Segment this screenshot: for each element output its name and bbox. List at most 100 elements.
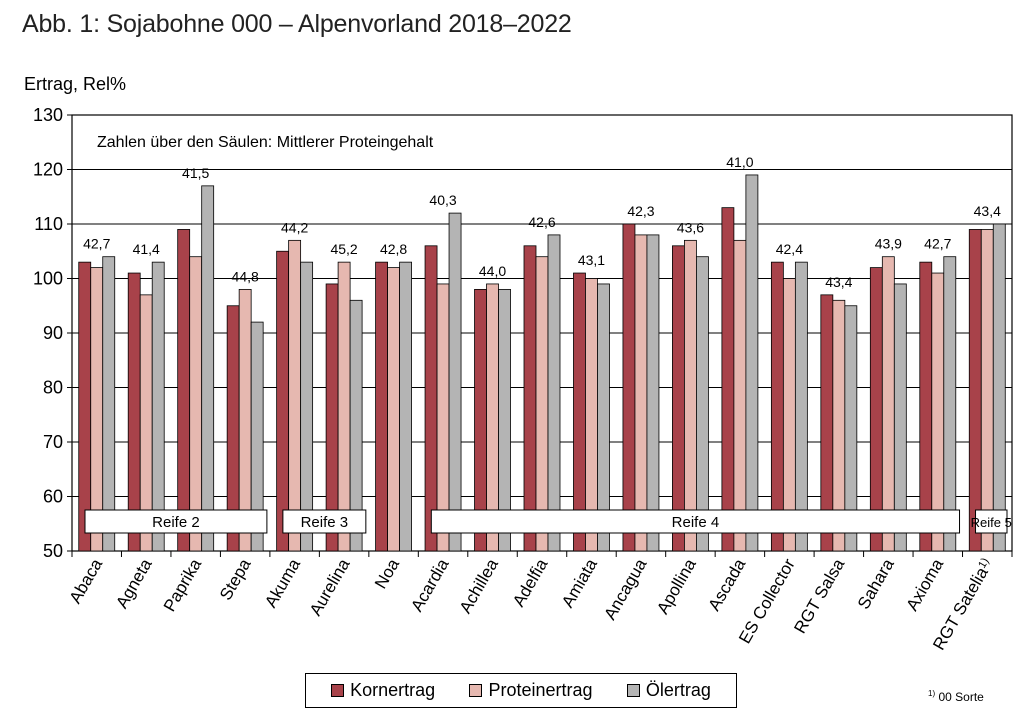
bar-ölertrag xyxy=(745,174,759,552)
x-tick-label-footnote: 1) xyxy=(976,556,991,570)
bar-proteinertrag xyxy=(733,239,747,552)
annotation-box xyxy=(85,124,999,162)
bar-proteinertrag xyxy=(881,256,895,552)
protein-label: 41,0 xyxy=(726,154,753,170)
y-tick-label: 70 xyxy=(43,432,63,452)
bar-proteinertrag xyxy=(189,256,203,552)
footnote-mark: 1) xyxy=(928,689,936,698)
legend-swatch-oelertrag xyxy=(626,684,640,697)
protein-label: 42,6 xyxy=(528,214,555,230)
bar-kornertrag xyxy=(770,261,784,552)
bar-ölertrag xyxy=(992,223,1006,552)
legend: Kornertrag Proteinertrag Ölertrag xyxy=(305,673,737,708)
y-tick-label: 120 xyxy=(33,160,63,180)
bar-kornertrag xyxy=(869,267,883,552)
annotation-text: Zahlen über den Säulen: Mittlerer Protei… xyxy=(97,134,434,151)
protein-label: 42,3 xyxy=(627,203,654,219)
bar-proteinertrag xyxy=(634,234,648,552)
protein-label: 41,5 xyxy=(182,165,209,181)
bar-ölertrag xyxy=(399,261,412,552)
x-tick-label: Noa xyxy=(371,555,403,592)
bar-proteinertrag xyxy=(337,261,351,552)
bar-ölertrag xyxy=(893,283,907,552)
y-tick-label: 50 xyxy=(43,541,63,561)
protein-label: 45,2 xyxy=(330,241,357,257)
bar-kornertrag xyxy=(672,245,685,552)
protein-label: 43,1 xyxy=(578,252,605,268)
y-tick-label: 90 xyxy=(43,323,63,343)
bar-ölertrag xyxy=(597,283,610,552)
protein-label: 43,4 xyxy=(825,274,852,290)
legend-label-kornertrag: Kornertrag xyxy=(350,680,436,700)
bar-kornertrag xyxy=(573,272,586,552)
bar-kornertrag xyxy=(127,272,141,552)
bar-kornertrag xyxy=(523,245,537,552)
y-tick-label: 80 xyxy=(43,378,63,398)
bar-proteinertrag xyxy=(90,267,104,552)
bar-kornertrag xyxy=(968,229,982,552)
maturity-box xyxy=(975,509,1008,534)
figure-title: Abb. 1: Sojabohne 000 – Alpenvorland 201… xyxy=(22,10,572,38)
x-tick-label: Ancagua xyxy=(600,555,650,623)
bar-proteinertrag xyxy=(931,272,945,552)
x-tick-label: Ascada xyxy=(705,555,750,614)
bar-ölertrag xyxy=(498,288,511,552)
x-tick-label: Apollina xyxy=(653,555,700,617)
bar-kornertrag xyxy=(424,245,438,552)
bar-ölertrag xyxy=(943,256,957,552)
legend-swatch-kornertrag xyxy=(331,684,345,697)
legend-label-proteinertrag: Proteinertrag xyxy=(488,680,593,700)
y-tick-label: 60 xyxy=(43,487,63,507)
bar-proteinertrag xyxy=(288,239,302,552)
protein-label: 41,4 xyxy=(133,241,160,257)
protein-label: 42,4 xyxy=(776,241,803,257)
protein-label: 43,4 xyxy=(974,203,1001,219)
x-tick-label: Stepa xyxy=(216,555,255,603)
bar-ölertrag xyxy=(448,212,462,552)
x-tick-label: Achillea xyxy=(456,555,502,617)
legend-label-oelertrag: Ölertrag xyxy=(645,680,711,700)
y-tick-label: 110 xyxy=(34,214,63,234)
protein-label: 44,8 xyxy=(232,268,259,284)
y-tick-label: 130 xyxy=(33,105,63,125)
protein-label: 42,7 xyxy=(83,236,110,252)
bar-ölertrag xyxy=(349,299,363,552)
x-tick-label: Akuma xyxy=(261,555,304,611)
footnote: 1) 00 Sorte xyxy=(928,689,984,704)
footnote-text: 00 Sorte xyxy=(938,690,984,704)
maturity-box xyxy=(430,509,961,534)
bar-ölertrag xyxy=(300,261,314,552)
x-tick-label: Abaca xyxy=(66,555,107,607)
protein-label: 42,8 xyxy=(380,241,407,257)
bar-kornertrag xyxy=(276,250,290,552)
bar-kornertrag xyxy=(177,229,191,552)
maturity-label: Reife 4 xyxy=(672,514,720,531)
protein-label: 44,0 xyxy=(479,263,506,279)
legend-swatch-proteinertrag xyxy=(469,684,483,697)
y-tick-label: 100 xyxy=(33,269,63,289)
maturity-label: Reife 3 xyxy=(301,514,349,531)
x-tick-label: Agneta xyxy=(112,555,156,612)
bar-proteinertrag xyxy=(535,256,549,552)
x-tick-label: Adelfia xyxy=(509,555,552,610)
x-tick-label: Sahara xyxy=(854,555,898,612)
bar-kornertrag xyxy=(622,223,636,552)
bar-kornertrag xyxy=(721,207,735,552)
bar-ölertrag xyxy=(696,256,709,552)
bar-ölertrag xyxy=(151,261,165,552)
protein-label: 40,3 xyxy=(429,192,456,208)
bar-proteinertrag xyxy=(980,229,994,552)
legend-item-proteinertrag: Proteinertrag xyxy=(469,680,593,701)
bar-proteinertrag xyxy=(387,267,400,552)
bar-ölertrag xyxy=(102,256,116,552)
bar-kornertrag xyxy=(375,261,388,552)
bar-ölertrag xyxy=(646,234,660,552)
protein-label: 44,2 xyxy=(281,219,308,235)
bar-ölertrag xyxy=(250,321,264,552)
bar-ölertrag xyxy=(201,185,215,552)
protein-label: 43,6 xyxy=(677,219,704,235)
x-tick-label: Aurelina xyxy=(306,555,354,619)
bar-ölertrag xyxy=(547,234,561,552)
maturity-label: Reife 2 xyxy=(152,514,200,531)
